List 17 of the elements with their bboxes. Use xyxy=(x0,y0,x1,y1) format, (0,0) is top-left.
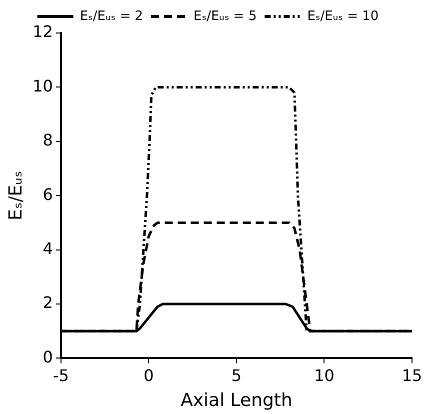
x-tick-label: 15 xyxy=(402,366,422,385)
legend-label: Eₛ/Eᵤₛ = 10 xyxy=(307,8,379,24)
x-tick-label: 0 xyxy=(144,366,154,385)
legend-label: Eₛ/Eᵤₛ = 2 xyxy=(80,8,144,24)
y-tick-label: 10 xyxy=(32,76,53,96)
y-tick-label: 12 xyxy=(32,22,53,42)
y-tick-label: 2 xyxy=(42,293,53,312)
legend-label: Eₛ/Eᵤₛ = 5 xyxy=(194,8,257,24)
x-tick-label: 5 xyxy=(231,366,242,385)
x-axis-title: Axial Length xyxy=(180,390,292,411)
x-tick-label: 10 xyxy=(314,366,334,385)
y-axis-title: Eₛ/Eᵤₛ xyxy=(5,170,26,220)
y-tick-label: 0 xyxy=(42,347,53,366)
y-tick-label: 4 xyxy=(42,238,53,258)
x-tick-label: -5 xyxy=(52,366,69,385)
y-tick-label: 8 xyxy=(42,130,53,150)
y-tick-label: 6 xyxy=(42,184,53,204)
